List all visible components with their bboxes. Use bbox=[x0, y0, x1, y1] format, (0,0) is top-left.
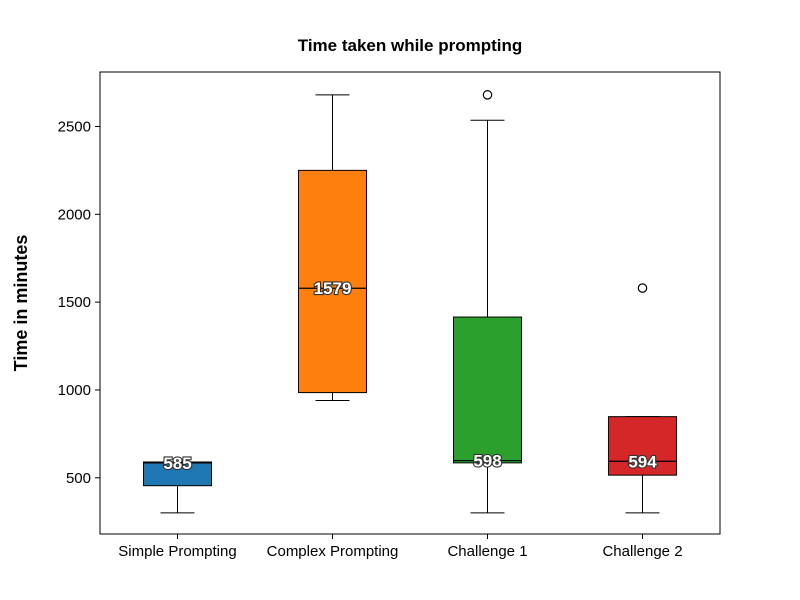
box-body bbox=[608, 416, 677, 476]
x-tick-label: Challenge 1 bbox=[447, 543, 527, 560]
box-body bbox=[298, 169, 367, 394]
chart-title: Time taken while prompting bbox=[298, 36, 523, 55]
outlier-point bbox=[482, 90, 493, 100]
outlier-point bbox=[637, 283, 648, 293]
x-tick-label: Complex Prompting bbox=[267, 543, 399, 560]
x-tick-label: Challenge 2 bbox=[602, 543, 682, 560]
y-tick-label: 2500 bbox=[58, 118, 91, 135]
median-label: 585 bbox=[163, 454, 191, 473]
median-label: 594 bbox=[628, 452, 657, 471]
y-tick-label: 500 bbox=[66, 470, 91, 487]
x-tick-label: Simple Prompting bbox=[118, 543, 236, 560]
y-tick-label: 2000 bbox=[58, 206, 91, 223]
box-body bbox=[453, 316, 522, 464]
y-axis-label: Time in minutes bbox=[11, 235, 31, 372]
median-label: 1579 bbox=[314, 279, 352, 298]
plot-frame bbox=[99, 71, 721, 535]
box-body bbox=[143, 461, 212, 487]
plot-area: 500 1000 1500 2000 2500 Simple Prompting Compl… bbox=[58, 71, 721, 560]
median-label: 598 bbox=[473, 452, 501, 471]
y-tick-label: 1000 bbox=[58, 382, 91, 399]
y-tick-label: 1500 bbox=[58, 294, 91, 311]
